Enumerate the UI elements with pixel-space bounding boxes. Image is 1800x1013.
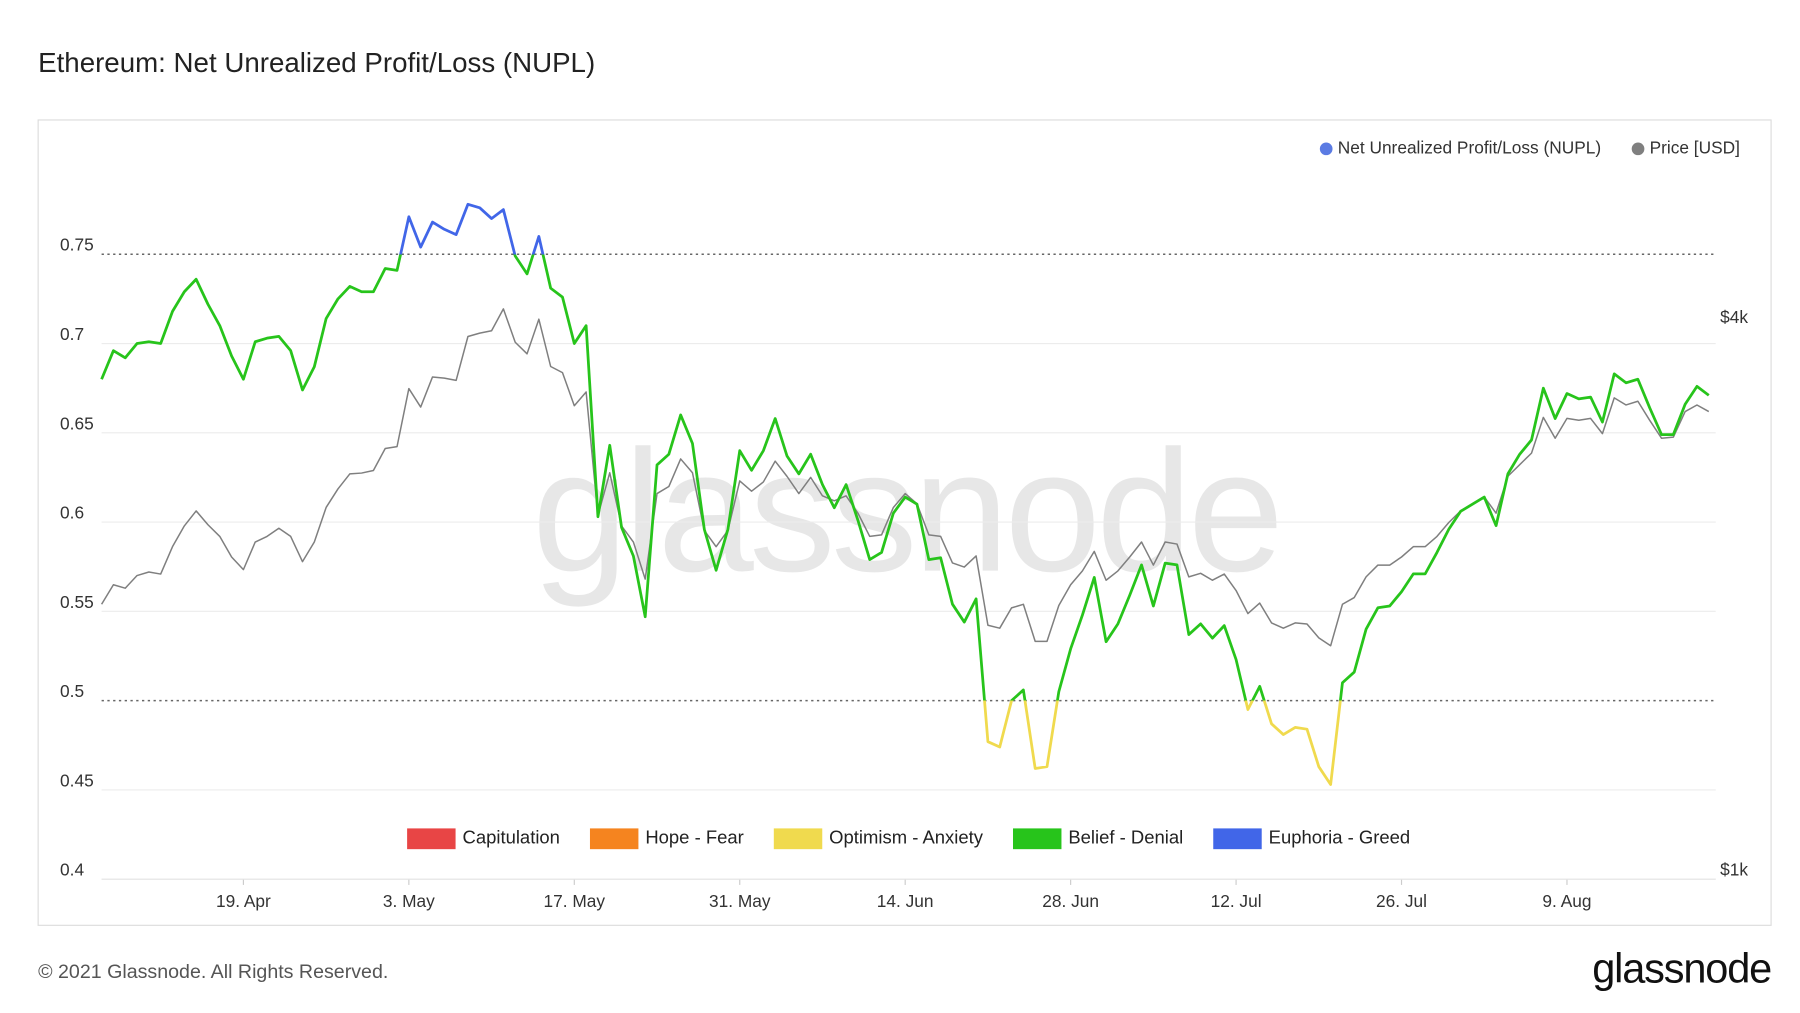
x-tick-label: 12. Jul bbox=[1211, 891, 1262, 911]
watermark: glassnode bbox=[532, 414, 1279, 608]
chart-title: Ethereum: Net Unrealized Profit/Loss (NU… bbox=[38, 47, 595, 78]
y-tick-label: 0.6 bbox=[60, 503, 84, 523]
x-tick-label: 28. Jun bbox=[1042, 891, 1099, 911]
x-tick-label: 26. Jul bbox=[1376, 891, 1427, 911]
zone-legend-label: Optimism - Anxiety bbox=[829, 827, 984, 848]
x-tick-label: 31. May bbox=[709, 891, 771, 911]
x-tick-label: 19. Apr bbox=[216, 891, 271, 911]
nupl-line bbox=[100, 202, 1710, 786]
y-tick-label: 0.75 bbox=[60, 235, 94, 255]
y-tick-label: 0.55 bbox=[60, 592, 94, 612]
zone-legend-label: Capitulation bbox=[462, 827, 559, 848]
footer: © 2021 Glassnode. All Rights Reserved. bbox=[38, 961, 388, 983]
x-tick-label: 14. Jun bbox=[877, 891, 934, 911]
logo: glassnode bbox=[1592, 944, 1771, 991]
y-tick-label: 0.65 bbox=[60, 413, 94, 433]
zone-legend-swatch bbox=[773, 828, 823, 850]
x-tick-label: 9. Aug bbox=[1542, 891, 1591, 911]
y-tick-label: 0.7 bbox=[60, 324, 84, 344]
legend-marker bbox=[1631, 142, 1645, 156]
y2-tick-label: $1k bbox=[1720, 860, 1748, 880]
zone-legend-swatch bbox=[589, 828, 639, 850]
zone-legend-swatch bbox=[1213, 828, 1262, 850]
legend-marker bbox=[1319, 142, 1333, 156]
legend-label: Price [USD] bbox=[1650, 137, 1740, 157]
y-tick-label: 0.4 bbox=[60, 860, 84, 880]
price-line bbox=[100, 308, 1710, 647]
zone-legend-label: Hope - Fear bbox=[645, 827, 743, 848]
zone-legend-label: Belief - Denial bbox=[1068, 827, 1183, 848]
zone-legend-swatch bbox=[1012, 828, 1062, 850]
legend-label: Net Unrealized Profit/Loss (NUPL) bbox=[1338, 137, 1601, 157]
zone-legend-swatch bbox=[407, 828, 456, 850]
x-tick-label: 17. May bbox=[544, 891, 606, 911]
x-tick-label: 3. May bbox=[383, 891, 435, 911]
y2-tick-label: $4k bbox=[1720, 307, 1748, 327]
y-tick-label: 0.45 bbox=[60, 770, 94, 790]
y-tick-label: 0.5 bbox=[60, 681, 84, 701]
zone-legend-label: Euphoria - Greed bbox=[1269, 827, 1411, 848]
